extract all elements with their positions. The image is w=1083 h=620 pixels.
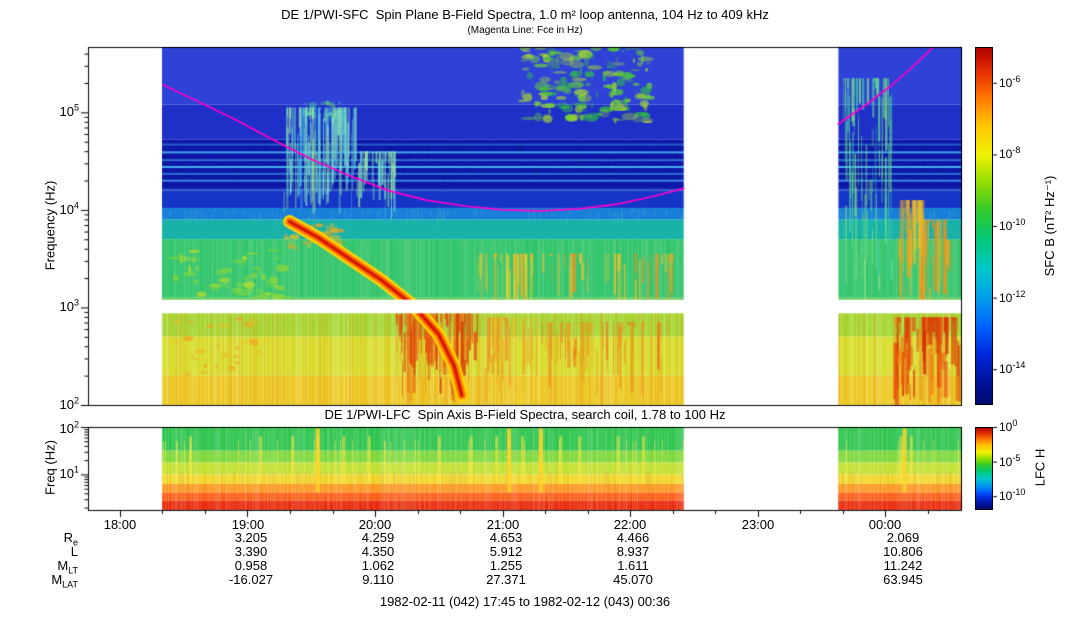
- tick-mantissa: 10: [59, 299, 74, 314]
- label-subscript: LT: [68, 565, 78, 576]
- tick-mantissa: 10: [59, 421, 74, 436]
- ephemeris-row-label: MLAT: [30, 572, 78, 590]
- lfc-colorbar-label: LFC H: [1032, 448, 1048, 487]
- tick-exponent: 0: [1012, 418, 1018, 428]
- tick-exponent: 2: [73, 395, 79, 406]
- time-tick-label: 00:00: [868, 517, 902, 532]
- label-base: L: [70, 544, 78, 559]
- label-base: R: [63, 530, 73, 545]
- ephemeris-value: 3.205: [234, 530, 268, 545]
- sfc-colorbar-tick: 10-10: [999, 218, 1051, 234]
- lfc-colorbar-tick: 10-10: [999, 488, 1051, 504]
- ephemeris-value: -16.027: [228, 572, 274, 587]
- time-tick-label: 21:00: [486, 517, 520, 532]
- tick-mantissa: 10: [999, 147, 1013, 161]
- time-tick-label: 18:00: [103, 517, 137, 532]
- lfc-y-tick: 102: [45, 419, 79, 437]
- tick-exponent: -5: [1012, 453, 1021, 463]
- tick-exponent: -8: [1012, 145, 1021, 155]
- sfc-y-tick: 104: [45, 200, 79, 218]
- tick-mantissa: 10: [999, 76, 1013, 90]
- ephemeris-value: 5.912: [489, 544, 523, 559]
- tick-mantissa: 10: [999, 489, 1013, 503]
- ephemeris-value: 9.110: [362, 572, 394, 587]
- ephemeris-value: 1.255: [489, 558, 523, 573]
- ephemeris-value: 63.945: [883, 572, 923, 587]
- tick-exponent: -10: [1012, 487, 1026, 497]
- ephemeris-row-re: Re 3.205 4.259 4.653 4.466 2.069: [0, 530, 1083, 548]
- ephemeris-row-mlt: MLT 0.958 1.062 1.255 1.611 11.242: [0, 558, 1083, 576]
- ephemeris-value: 45.070: [613, 572, 653, 587]
- tick-mantissa: 10: [59, 397, 74, 412]
- ephemeris-value: 8.937: [616, 544, 650, 559]
- sfc-colorbar-tick: 10-14: [999, 361, 1051, 377]
- tick-exponent: -14: [1012, 360, 1026, 370]
- label-base: M: [57, 558, 69, 573]
- ephemeris-value: 27.371: [486, 572, 526, 587]
- tick-mantissa: 10: [999, 455, 1013, 469]
- time-range-caption: 1982-02-11 (042) 17:45 to 1982-02-12 (04…: [379, 594, 671, 609]
- lfc-title: DE 1/PWI-LFC Spin Axis B-Field Spectra, …: [324, 407, 726, 422]
- lfc-colorbar-tick: 10-5: [999, 454, 1051, 470]
- sfc-subtitle: (Magenta Line: Fce in Hz): [467, 25, 583, 36]
- sfc-y-axis-label: Frequency (Hz): [42, 180, 58, 271]
- ephemeris-value: 4.259: [361, 530, 395, 545]
- lfc-y-tick: 101: [45, 464, 79, 482]
- ephemeris-row-label: Re: [30, 530, 78, 548]
- tick-exponent: 1: [73, 464, 79, 475]
- ephemeris-value: 0.958: [234, 558, 268, 573]
- ephemeris-value: 3.390: [234, 544, 268, 559]
- label-subscript: LAT: [62, 579, 78, 590]
- tick-exponent: 3: [73, 297, 79, 308]
- time-tick-label: 23:00: [741, 517, 775, 532]
- ephemeris-row-label: MLT: [30, 558, 78, 576]
- sfc-colorbar-tick: 10-8: [999, 146, 1051, 162]
- lfc-colorbar-tick: 100: [999, 419, 1051, 435]
- tick-exponent: 5: [73, 102, 79, 113]
- sfc-colorbar-tick: 10-6: [999, 75, 1051, 91]
- time-tick-label: 19:00: [231, 517, 265, 532]
- tick-mantissa: 10: [999, 219, 1013, 233]
- sfc-colorbar-tick: 10-12: [999, 290, 1051, 306]
- ephemeris-value: 4.350: [361, 544, 395, 559]
- sfc-y-tick: 105: [45, 102, 79, 120]
- label-base: M: [51, 572, 63, 587]
- sfc-y-tick: 102: [45, 395, 79, 413]
- label-subscript: e: [72, 537, 78, 548]
- ephemeris-value: 4.653: [489, 530, 523, 545]
- sfc-colorbar: [975, 47, 993, 405]
- tick-exponent: -12: [1012, 289, 1026, 299]
- tick-exponent: -10: [1012, 217, 1026, 227]
- tick-exponent: 4: [73, 200, 79, 211]
- ephemeris-value: 2.069: [886, 530, 920, 545]
- ephemeris-value: 11.242: [883, 558, 923, 573]
- ephemeris-row-label: L: [30, 545, 78, 559]
- sfc-colorbar-label: SFC B (nT² Hz⁻¹): [1042, 175, 1057, 277]
- ephemeris-row-l: L 3.390 4.350 5.912 8.937 10.806: [0, 545, 1083, 559]
- sfc-y-tick: 103: [45, 297, 79, 315]
- ephemeris-value: 4.466: [616, 530, 650, 545]
- ephemeris-value: 1.062: [361, 558, 395, 573]
- ephemeris-value: 1.611: [617, 558, 649, 573]
- time-tick-label: 22:00: [613, 517, 647, 532]
- tick-mantissa: 10: [59, 466, 74, 481]
- ephemeris-row-mlat: MLAT -16.027 9.110 27.371 45.070 63.945: [0, 572, 1083, 590]
- tick-mantissa: 10: [999, 420, 1013, 434]
- ephemeris-value: 10.806: [883, 544, 923, 559]
- tick-exponent: -6: [1012, 74, 1021, 84]
- tick-exponent: 2: [73, 419, 79, 430]
- lfc-colorbar: [975, 427, 993, 510]
- tick-mantissa: 10: [59, 202, 74, 217]
- time-tick-label: 20:00: [358, 517, 392, 532]
- tick-mantissa: 10: [999, 291, 1013, 305]
- tick-mantissa: 10: [999, 362, 1013, 376]
- sfc-title: DE 1/PWI-SFC Spin Plane B-Field Spectra,…: [281, 7, 769, 22]
- tick-mantissa: 10: [59, 104, 74, 119]
